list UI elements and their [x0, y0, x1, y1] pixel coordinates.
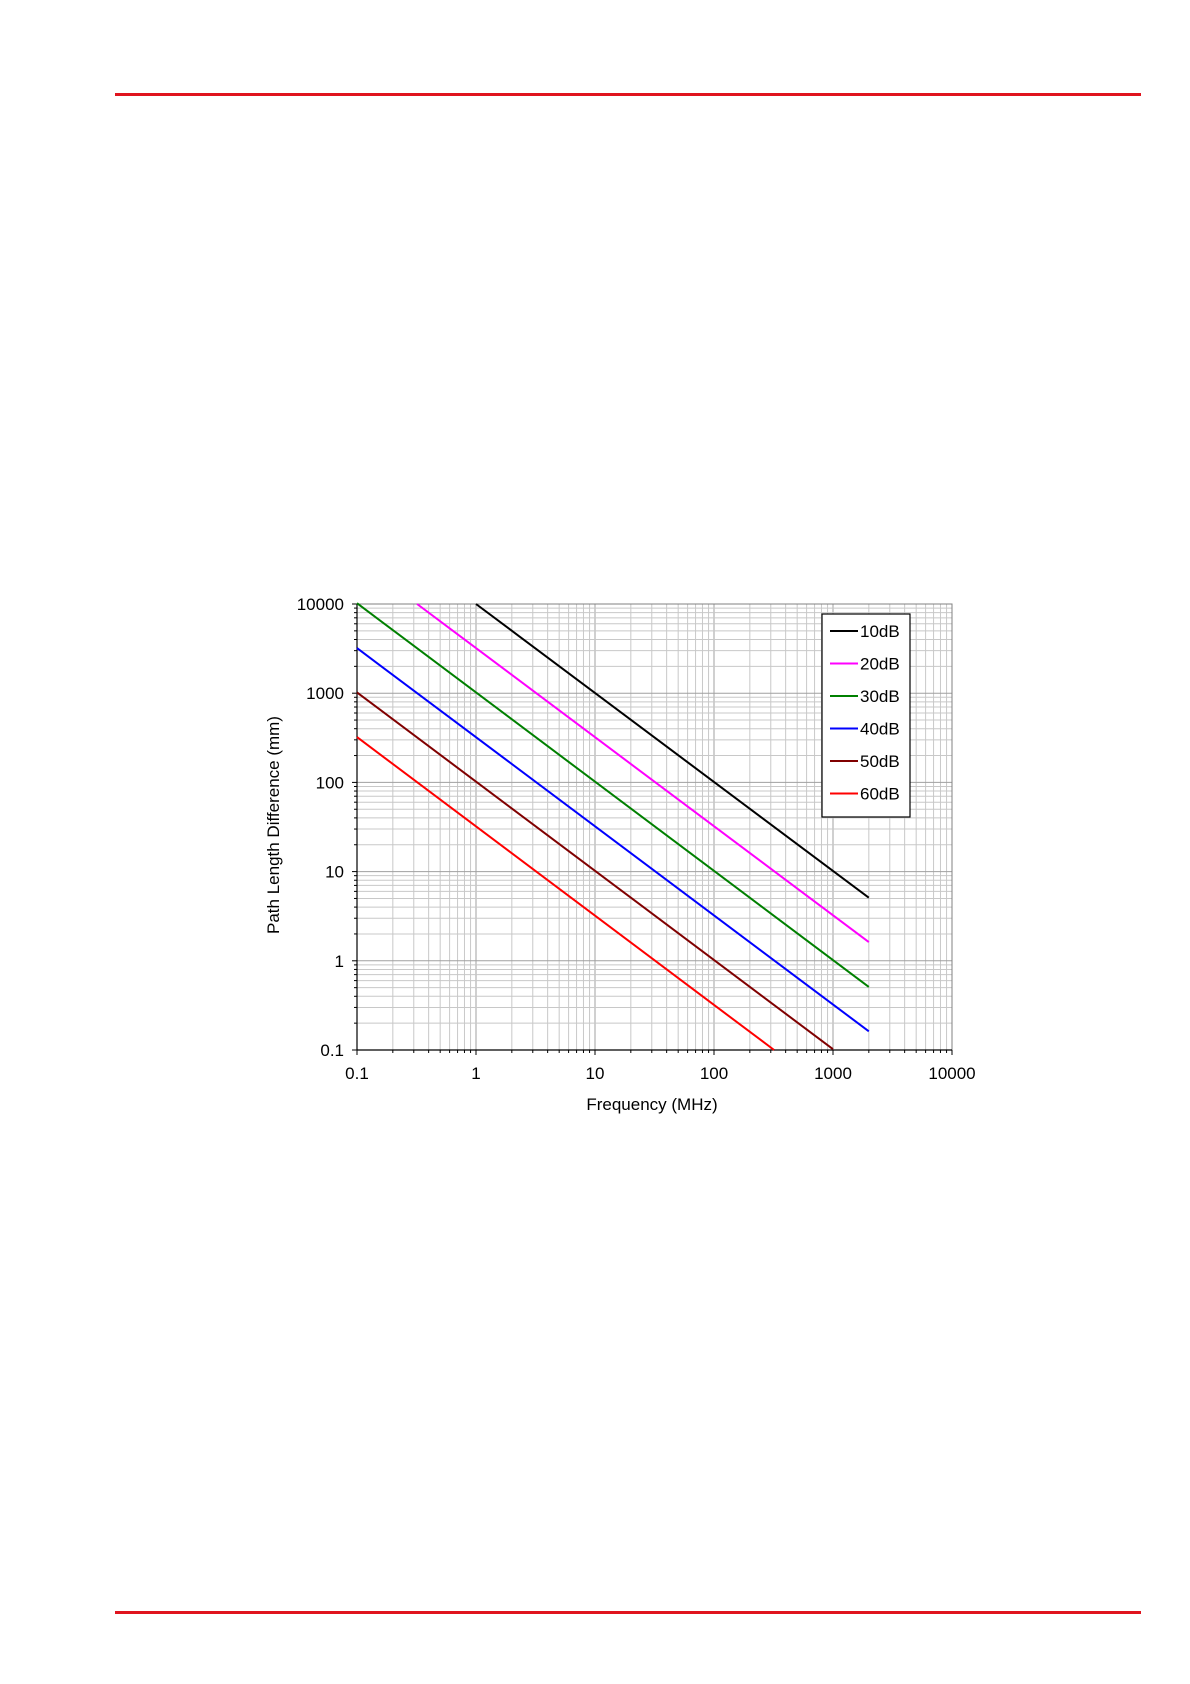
legend: 10dB 20dB 30dB 40dB 50dB 60dB [821, 613, 911, 818]
series-line-10dB [475, 603, 870, 899]
y-tick-label: 1 [335, 952, 344, 971]
y-tick-label: 0.1 [320, 1041, 344, 1060]
series-line-40dB [356, 647, 870, 1033]
legend-label: 50dB [860, 752, 900, 771]
x-tick-label: 1 [471, 1064, 480, 1083]
axes: 0.1 1 10 100 1000 10000 0.1 1 10 100 1000 10000 [297, 595, 976, 1083]
legend-box [821, 613, 911, 818]
y-tick-label: 1000 [306, 684, 344, 703]
footer-rule [115, 1611, 1141, 1614]
header-rule [115, 93, 1141, 96]
x-tick-label: 1000 [814, 1064, 852, 1083]
legend-label: 30dB [860, 687, 900, 706]
x-tick-label: 10 [586, 1064, 605, 1083]
x-tick-label: 10000 [928, 1064, 975, 1083]
legend-label: 60dB [860, 785, 900, 804]
x-tick-label: 100 [700, 1064, 728, 1083]
series-line-50dB [356, 691, 834, 1051]
legend-label: 20dB [860, 655, 900, 674]
series-line-30dB [356, 602, 870, 988]
y-tick-label: 100 [316, 773, 344, 792]
x-tick-label: 0.1 [345, 1064, 369, 1083]
series-line-20dB [416, 603, 870, 943]
y-tick-label: 10000 [297, 595, 344, 614]
series-line-60dB [356, 736, 775, 1051]
legend-label: 40dB [860, 720, 900, 739]
y-tick-label: 10 [325, 863, 344, 882]
legend-label: 10dB [860, 622, 900, 641]
x-axis-label: Frequency (MHz) [586, 1095, 717, 1114]
series-lines [356, 602, 870, 1051]
y-axis-label: Path Length Difference (mm) [264, 716, 283, 934]
